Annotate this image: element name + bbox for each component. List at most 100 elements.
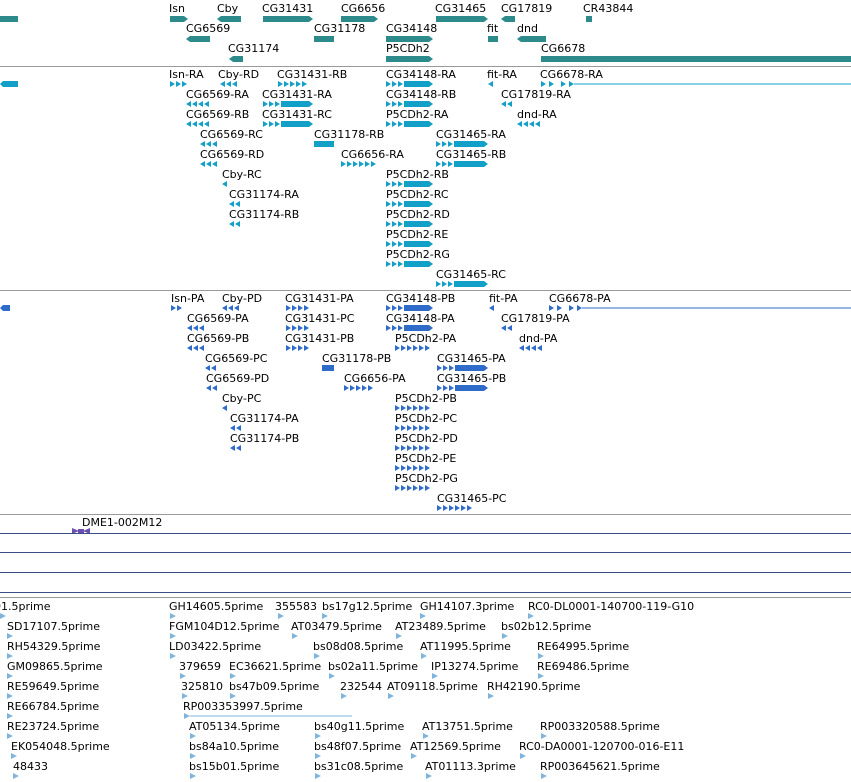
cg34148-glyph[interactable] [386,36,435,42]
cg31174-glyph[interactable] [229,56,245,62]
355583-glyph[interactable] [278,613,286,619]
p5cdh2-re-glyph[interactable] [404,241,435,247]
cg31178-pb-glyph[interactable] [322,365,336,371]
cg6656-ra-glyph[interactable] [341,161,380,167]
p5cdh2-pa-glyph[interactable] [395,345,435,351]
bs31c08-5prime-glyph[interactable] [315,773,323,779]
at03479-5prime-glyph[interactable] [292,633,300,639]
cg31431-ra-glyph[interactable] [263,101,283,107]
cg6678-glyph[interactable] [541,56,851,62]
bs02a11-5prime-glyph[interactable] [329,673,337,679]
cby-glyph[interactable] [217,16,243,22]
cg31178-rb-glyph[interactable] [314,141,336,147]
bs02b12-5prime-glyph[interactable] [502,633,510,639]
cg17819-pa-glyph[interactable] [501,325,517,331]
cg34148-pb-glyph[interactable] [386,305,406,311]
at12569-5prime-glyph[interactable] [411,753,419,759]
cg6569-rb-glyph[interactable] [186,121,212,127]
cg31431-pb-glyph[interactable] [286,345,315,351]
cg31465-rc-glyph[interactable] [436,281,456,287]
cg31178-glyph[interactable] [314,36,336,42]
cby-rc-glyph[interactable] [222,181,230,187]
re64995-5prime-glyph[interactable] [538,653,546,659]
p5cdh2-re-glyph[interactable] [386,241,406,247]
cg31431-ra-glyph[interactable] [281,101,315,107]
fgm104d12-5prime-glyph[interactable] [170,633,178,639]
cg6569-pc-glyph[interactable] [205,365,220,371]
p5cdh2-ra-glyph[interactable] [404,121,435,127]
cg6569-pa-glyph[interactable] [187,325,212,331]
cg6656-glyph[interactable] [341,16,380,22]
379659-glyph[interactable] [180,673,188,679]
ek054048-5prime-glyph[interactable] [11,753,19,759]
p5cdh2-pb-glyph[interactable] [395,405,435,411]
cg6569-pd-glyph[interactable] [206,385,220,391]
at11995-5prime-glyph[interactable] [421,653,429,659]
p5cdh2-pd-glyph[interactable] [395,445,435,451]
cg31174-pa-glyph[interactable] [230,425,245,431]
p5cdh2-ra-glyph[interactable] [386,121,406,127]
re23724-5prime-glyph[interactable] [7,733,15,739]
at01113-3prime-glyph[interactable] [426,773,434,779]
fit-pa-glyph[interactable] [489,305,500,311]
p5cdh2-rd-glyph[interactable] [386,221,406,227]
cg6678-ra-glyph[interactable] [541,81,851,87]
cby-rd-glyph[interactable] [220,81,242,87]
ip13274-5prime-glyph[interactable] [432,673,440,679]
ec36621-5prime-glyph[interactable] [230,673,238,679]
cg6569-glyph[interactable] [186,36,212,42]
fit-glyph[interactable] [488,36,500,42]
gh14605-5prime-glyph[interactable] [170,613,178,619]
cg6569-ra-glyph[interactable] [186,101,212,107]
cby-pd-glyph[interactable] [222,305,244,311]
at23489-5prime-glyph[interactable] [396,633,404,639]
cg31465-pc-glyph[interactable] [437,505,476,511]
cg31174-ra-glyph[interactable] [229,201,245,207]
01-5prime-glyph[interactable] [0,613,8,619]
cg31465-ra-glyph[interactable] [436,141,456,147]
fit-ra-glyph[interactable] [488,81,500,87]
p5cdh2-rg-glyph[interactable] [404,261,435,267]
re69486-5prime-glyph[interactable] [538,673,546,679]
cg31431-glyph[interactable] [263,16,315,22]
rp003320588-5prime-glyph[interactable] [541,733,549,739]
isn-pa-glyph[interactable] [171,305,190,311]
cg17819-glyph[interactable] [501,16,517,22]
cg31174-pb-glyph[interactable] [230,445,245,451]
rh42190-5prime-glyph[interactable] [488,693,496,699]
cg31431-pa-glyph[interactable] [286,305,315,311]
cg31465-glyph[interactable] [436,16,490,22]
at09118-5prime-glyph[interactable] [388,693,396,699]
p5cdh2-rb-glyph[interactable] [404,181,435,187]
bs47b09-5prime-glyph[interactable] [230,693,238,699]
re66784-5prime-glyph[interactable] [7,713,15,719]
edge-feature-glyph[interactable] [0,81,20,87]
p5cdh2-rg-glyph[interactable] [386,261,406,267]
cg31431-rc-glyph[interactable] [263,121,283,127]
cg31431-rc-glyph[interactable] [281,121,315,127]
cg31431-rb-glyph[interactable] [278,81,315,87]
cg31465-rb-glyph[interactable] [454,161,490,167]
bs48f07-5prime-glyph[interactable] [315,753,323,759]
cg6569-rd-glyph[interactable] [200,161,220,167]
cby-pc-glyph[interactable] [222,405,230,411]
cg34148-pa-glyph[interactable] [404,325,435,331]
cg31431-pc-glyph[interactable] [286,325,315,331]
dnd-glyph[interactable] [517,36,548,42]
cg31465-pa-glyph[interactable] [455,365,490,371]
ld03422-5prime-glyph[interactable] [170,653,178,659]
cg34148-rb-glyph[interactable] [404,101,435,107]
p5cdh2-rd-glyph[interactable] [404,221,435,227]
p5cdh2-pg-glyph[interactable] [395,485,435,491]
rp003645621-5prime-glyph[interactable] [541,773,549,779]
dnd-ra-glyph[interactable] [517,121,548,127]
p5cdh2-rc-glyph[interactable] [386,201,406,207]
325810-glyph[interactable] [182,693,190,699]
edge-feature-glyph[interactable] [0,305,12,311]
cg31465-rc-glyph[interactable] [454,281,490,287]
cg6678-pa-glyph[interactable] [549,305,851,311]
rc0-da0001-120700-016-e11-glyph[interactable] [520,753,528,759]
232544-glyph[interactable] [341,693,349,699]
cg6569-pb-glyph[interactable] [187,345,212,351]
p5cdh2-pe-glyph[interactable] [395,465,435,471]
